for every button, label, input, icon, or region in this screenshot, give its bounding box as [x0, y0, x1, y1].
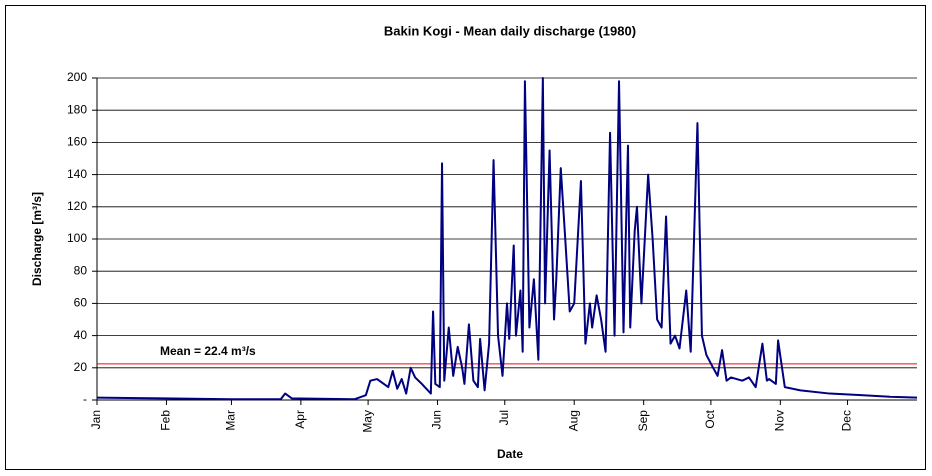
chart-title: Bakin Kogi - Mean daily discharge (1980): [384, 23, 636, 38]
x-tick-label: Dec: [840, 410, 854, 431]
y-tick-label: 160: [67, 135, 87, 149]
y-tick-label: 180: [67, 102, 87, 116]
x-tick-label: Feb: [159, 410, 173, 431]
x-tick-label: Jul: [497, 410, 511, 425]
mean-annotation: Mean = 22.4 m³/s: [160, 344, 256, 358]
y-tick-label: 120: [67, 199, 87, 213]
y-tick-label: 100: [67, 231, 87, 245]
x-axis-label: Date: [497, 447, 523, 461]
x-tick-label: Oct: [703, 409, 717, 428]
chart-border: [5, 5, 926, 470]
x-tick-label: Aug: [566, 410, 580, 431]
y-tick-label: 40: [74, 328, 88, 342]
y-axis-label: Discharge [m³/s]: [30, 192, 44, 286]
x-tick-label: Apr: [293, 410, 307, 429]
x-tick-label: May: [360, 410, 374, 433]
y-tick-label: 80: [74, 263, 88, 277]
x-tick-label: Nov: [773, 410, 787, 431]
y-tick-label: 20: [74, 360, 88, 374]
y-tick-label: 60: [74, 296, 88, 310]
x-tick-label: Mar: [224, 410, 238, 431]
y-tick-label: 200: [67, 70, 87, 84]
y-tick-label: -: [83, 392, 87, 406]
y-tick-label: 140: [67, 167, 87, 181]
data-line: [96, 77, 918, 401]
x-tick-label: Sep: [636, 410, 650, 432]
x-tick-label: Jan: [89, 410, 103, 429]
x-tick-label: Jun: [430, 410, 444, 429]
